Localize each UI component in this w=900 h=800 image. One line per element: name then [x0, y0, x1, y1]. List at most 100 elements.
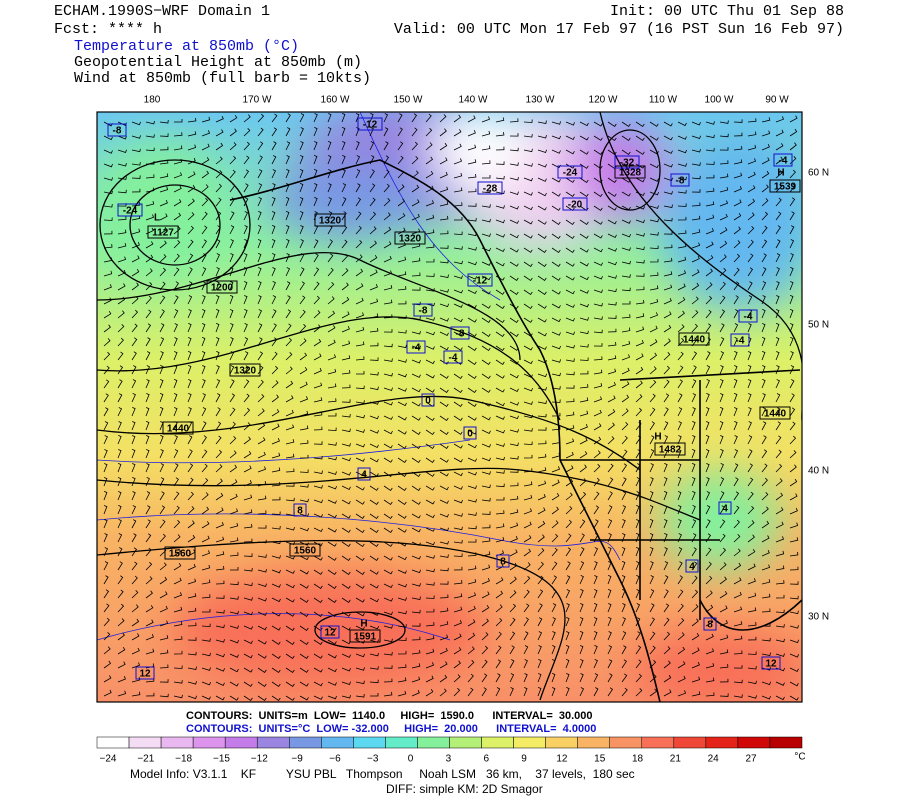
colorbar-swatch [577, 736, 610, 749]
colorbar-label: −6 [329, 754, 341, 765]
height-label-box [759, 406, 791, 420]
temp-contour-info: CONTOURS: UNITS=°C LOW= -32.000 HIGH= 20… [186, 723, 596, 735]
latitude-label: 50 N [808, 320, 829, 331]
colorbar-swatch [96, 736, 130, 749]
height-label: 1127 [152, 228, 174, 239]
height-label: 1320 [399, 234, 422, 245]
height-label-box [162, 421, 194, 435]
valid-time: Valid: 00 UTC Mon 17 Feb 97 (16 PST Sun … [394, 21, 844, 38]
pressure-center: L [154, 213, 160, 224]
colorbar-swatch [545, 736, 578, 749]
temperature-label: -8 [676, 176, 685, 187]
longitude-label: 160 W [321, 95, 350, 106]
pressure-center: H [777, 168, 784, 179]
height-label: 1482 [659, 445, 682, 456]
colorbar-swatch [385, 736, 418, 749]
field-name: Wind at 850mb (full barb = 10kts) [74, 70, 371, 87]
temperature-label-box [450, 326, 470, 340]
colorbar-swatch [513, 736, 546, 749]
colorbar-swatch [417, 736, 450, 749]
temperature-label-box [718, 501, 732, 515]
map [97, 112, 802, 702]
temperature-label: 0 [425, 396, 431, 407]
colorbar-swatch [160, 736, 194, 749]
colorbar-swatch [641, 736, 675, 749]
longitude-label: 110 W [649, 95, 678, 106]
colorbar-label: 24 [708, 754, 720, 765]
colorbar-label: −12 [251, 754, 268, 765]
temperature-label: -8 [113, 126, 122, 137]
height-label: 1200 [211, 283, 234, 294]
latitude-label: 60 N [808, 168, 829, 179]
height-label-box [349, 629, 381, 643]
temperature-label: -12 [363, 120, 378, 131]
temperature-label-box [463, 426, 477, 440]
temperature-label-box [703, 617, 717, 631]
colorbar-label: −3 [367, 754, 379, 765]
temperature-label: -32 [620, 158, 635, 169]
colorbar-label: −15 [213, 754, 230, 765]
temperature-label: 12 [765, 659, 777, 670]
colorbar-label: 3 [446, 754, 452, 765]
temperature-label-box [761, 656, 781, 670]
colorbar-label: 18 [632, 754, 644, 765]
height-label: 1328 [619, 168, 642, 179]
height-label: 1440 [167, 424, 190, 435]
colorbar-swatch [673, 736, 707, 749]
temperature-label-box [357, 117, 383, 131]
temperature-label: 12 [324, 628, 336, 639]
temperature-label-box [562, 197, 588, 211]
temperature-label: 8 [297, 506, 303, 517]
diff-info: DIFF: simple KM: 2D Smagor [386, 782, 543, 796]
colorbar-swatch [769, 736, 803, 749]
colorbar-swatch [737, 736, 771, 749]
colorbar-swatch [481, 736, 514, 749]
colorbar-swatch [128, 736, 162, 749]
colorbar: −24 −21 −18 −15 −12 −9 −6 −3 0 3 6 9 12 15 18 21 24 27 °C [96, 736, 806, 765]
colorbar-swatch [256, 736, 290, 749]
colorbar-unit: °C [794, 752, 805, 763]
height-label-box [147, 225, 179, 239]
wind-barbs [103, 113, 799, 702]
height-label-box [289, 543, 321, 557]
temperature-label-box [496, 554, 510, 568]
pressure-center: H [654, 432, 661, 443]
longitude-label: 130 W [526, 95, 555, 106]
colorbar-swatch [192, 736, 226, 749]
height-label-box [769, 179, 801, 193]
colorbar-label: −9 [291, 754, 303, 765]
temperature-label: -24 [123, 206, 138, 217]
map-labels: 180 170 W 160 W 150 W 140 W 130 W 120 W 110 W 10… [107, 95, 829, 680]
temperature-label-box [670, 173, 690, 187]
temperature-label-box [135, 666, 155, 680]
longitude-label: 100 W [705, 95, 734, 106]
colorbar-label: −18 [175, 754, 192, 765]
temperature-label: 0 [467, 429, 473, 440]
height-label: 1440 [764, 409, 787, 420]
temperature-label-box [443, 350, 463, 364]
temperature-label-box [467, 273, 493, 287]
height-label-box [229, 363, 261, 377]
colorbar-label: −24 [100, 754, 117, 765]
height-label-box [614, 165, 646, 179]
colorbar-swatch [705, 736, 739, 749]
temperature-label: -28 [483, 184, 498, 195]
temperature-label-box [738, 309, 758, 323]
colorbar-label: 12 [556, 754, 568, 765]
colorbar-label: 9 [521, 754, 527, 765]
temperature-label-box [614, 155, 640, 169]
model-info: Model Info: V3.1.1 KF YSU PBL Thompson N… [130, 767, 635, 781]
longitude-label: 170 W [243, 95, 272, 106]
latitude-label: 30 N [808, 612, 829, 623]
temperature-label: 4 [689, 562, 695, 573]
init-time: Init: 00 UTC Thu 01 Sep 88 [610, 3, 844, 20]
pressure-center: H [360, 619, 367, 630]
temperature-label: -4 [744, 312, 753, 323]
temperature-label: 12 [139, 669, 151, 680]
height-label-box [678, 332, 710, 346]
temperature-label: -4 [779, 156, 788, 167]
temperature-label: -8 [419, 306, 428, 317]
temperature-label-box [357, 467, 371, 481]
